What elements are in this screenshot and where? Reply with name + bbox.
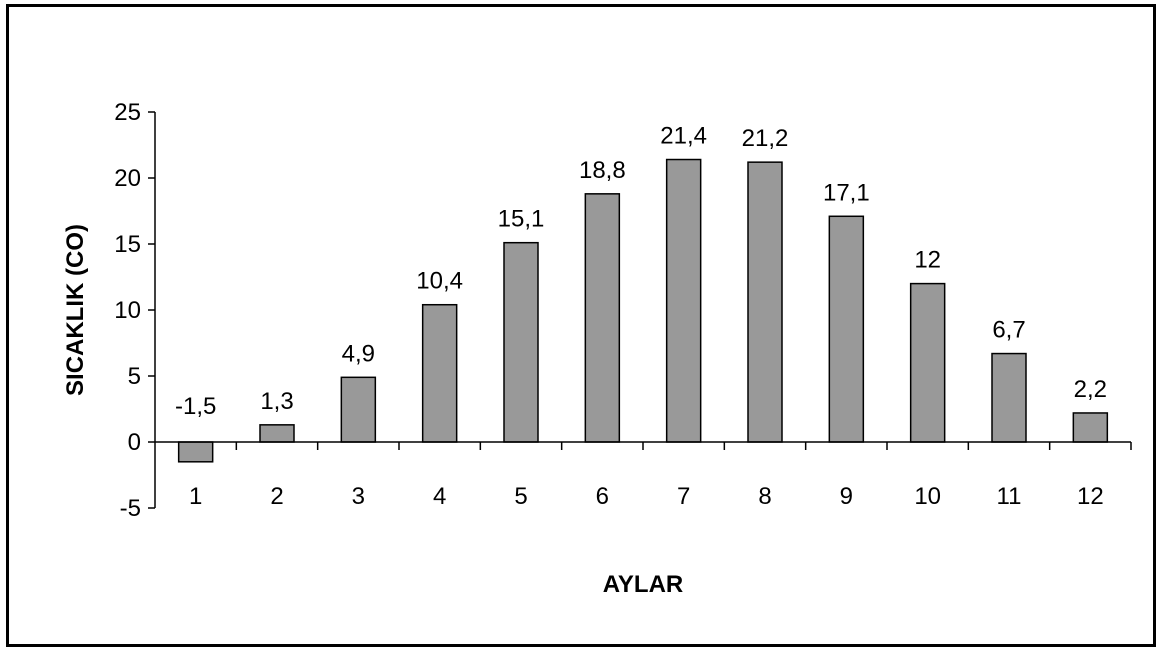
x-tick-label: 12 [1077, 483, 1104, 510]
x-tick-label: 2 [270, 483, 283, 510]
y-axis-title: SICAKLIK (CO) [62, 224, 89, 396]
data-label: 2,2 [1074, 376, 1107, 403]
data-label: 21,4 [660, 123, 707, 150]
data-label: -1,5 [175, 393, 216, 420]
bar [747, 161, 783, 443]
data-label: 4,9 [342, 340, 375, 367]
data-label: 10,4 [416, 268, 463, 295]
x-tick-label: 8 [758, 483, 771, 510]
x-axis-ticks: 1 2 3 4 5 6 7 8 9 10 11 12 [189, 442, 1132, 510]
data-label: 17,1 [823, 179, 870, 206]
y-tick-label: 10 [114, 297, 141, 324]
data-label: 21,2 [742, 125, 789, 152]
x-tick-label: 11 [997, 483, 1022, 510]
data-labels: -1,5 1,3 4,9 10,4 15,1 18,8 21,4 21,2 17,1 12 6,7 2… [175, 123, 1107, 420]
data-label: 1,3 [260, 388, 293, 415]
bar [259, 424, 295, 443]
bars [177, 158, 1109, 463]
x-tick-label: 3 [352, 483, 365, 510]
chart-frame: 25 20 15 10 5 0 -5 1 2 3 4 5 6 7 8 9 10 11 12 -1,5 1,3 4,9 1… [6, 4, 1156, 647]
x-tick-label: 7 [677, 483, 690, 510]
bar [421, 303, 458, 443]
x-tick-label: 1 [189, 483, 202, 510]
bar [665, 158, 702, 443]
data-label: 12 [914, 247, 941, 274]
y-tick-label: -5 [120, 495, 141, 522]
x-tick-label: 5 [514, 483, 527, 510]
y-tick-label: 15 [114, 231, 141, 258]
x-tick-label: 6 [596, 483, 609, 510]
bar [177, 441, 214, 463]
x-tick-label: 10 [914, 483, 941, 510]
bar [828, 215, 865, 443]
bar [909, 282, 946, 443]
y-tick-label: 0 [128, 429, 141, 456]
bar [1072, 412, 1109, 443]
bar [991, 352, 1027, 443]
y-axis-ticks: 25 20 15 10 5 0 -5 [114, 99, 155, 522]
x-tick-label: 4 [433, 483, 446, 510]
y-tick-label: 25 [114, 99, 141, 126]
y-tick-label: 20 [114, 165, 141, 192]
x-tick-label: 9 [840, 483, 853, 510]
bar [503, 241, 539, 443]
y-tick-label: 5 [128, 363, 141, 390]
data-label: 15,1 [498, 206, 545, 233]
x-axis-title: AYLAR [603, 571, 683, 598]
data-label: 18,8 [579, 157, 626, 184]
bar [584, 193, 621, 443]
bar [340, 376, 377, 443]
data-label: 6,7 [992, 317, 1025, 344]
